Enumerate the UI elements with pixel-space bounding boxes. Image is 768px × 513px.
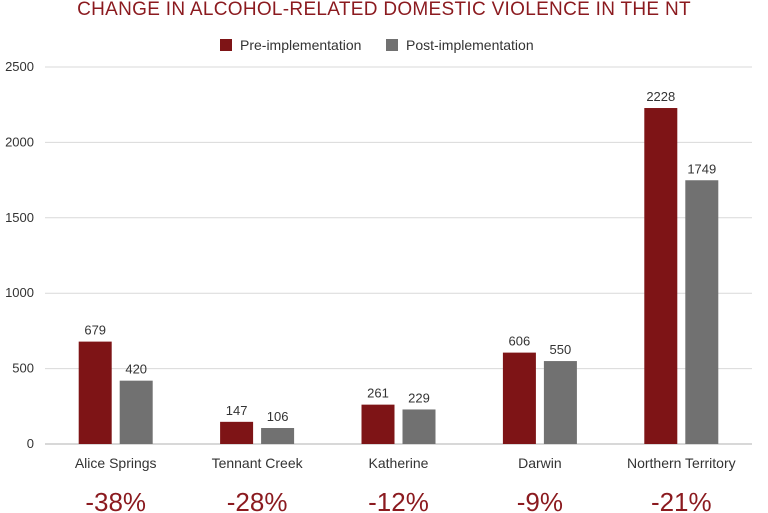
change-labels: -38% -28% -12% -9% -21%	[85, 487, 711, 513]
change-percent-label: -9%	[517, 487, 563, 513]
bar-post	[685, 180, 719, 444]
bar-post	[402, 409, 436, 444]
gridlines	[45, 66, 752, 445]
bar-value-label: 679	[84, 323, 106, 338]
y-tick-label: 0	[27, 436, 34, 451]
y-axis: 0 500 1000 1500 2000 2500	[5, 59, 34, 451]
bar-pre	[220, 421, 254, 444]
change-percent-label: -38%	[85, 487, 146, 513]
bar-post	[261, 428, 295, 444]
bar-value-label: 550	[550, 342, 572, 357]
bar-pre	[644, 108, 678, 444]
x-category-label: Northern Territory	[627, 455, 736, 471]
bar-value-label: 229	[408, 390, 430, 405]
value-labels: 679 420 147 106 261 229 606 550 2228 1749	[84, 89, 716, 424]
x-category-label: Alice Springs	[75, 455, 157, 471]
bar-value-label: 2228	[646, 89, 675, 104]
bar-pre	[361, 404, 395, 444]
bar-pre	[502, 352, 536, 444]
bar-post	[119, 380, 153, 444]
legend: Pre-implementation Post-implementation	[220, 37, 534, 53]
y-tick-label: 1500	[5, 210, 34, 225]
bar-value-label: 106	[267, 409, 289, 424]
legend-swatch-post	[386, 39, 398, 51]
bar-value-label: 1749	[687, 161, 716, 176]
bar-value-label: 147	[226, 403, 248, 418]
legend-swatch-pre	[220, 39, 232, 51]
x-category-label: Katherine	[369, 455, 429, 471]
y-tick-label: 500	[12, 361, 34, 376]
y-tick-label: 2000	[5, 134, 34, 149]
chart-title: CHANGE IN ALCOHOL-RELATED DOMESTIC VIOLE…	[77, 0, 691, 20]
category-labels: Alice Springs Tennant Creek Katherine Darwi…	[75, 455, 736, 471]
bar-value-label: 261	[367, 386, 389, 401]
bar-value-label: 606	[509, 334, 531, 349]
bar-post	[543, 361, 577, 444]
change-percent-label: -12%	[368, 487, 429, 513]
y-tick-label: 2500	[5, 59, 34, 74]
y-tick-label: 1000	[5, 285, 34, 300]
x-category-label: Tennant Creek	[212, 455, 304, 471]
bar-value-label: 420	[125, 362, 147, 377]
change-percent-label: -21%	[651, 487, 712, 513]
bar-pre	[78, 341, 112, 444]
change-percent-label: -28%	[227, 487, 288, 513]
legend-label-pre: Pre-implementation	[240, 37, 361, 53]
bars	[78, 108, 719, 444]
x-category-label: Darwin	[518, 455, 562, 471]
legend-label-post: Post-implementation	[406, 37, 534, 53]
